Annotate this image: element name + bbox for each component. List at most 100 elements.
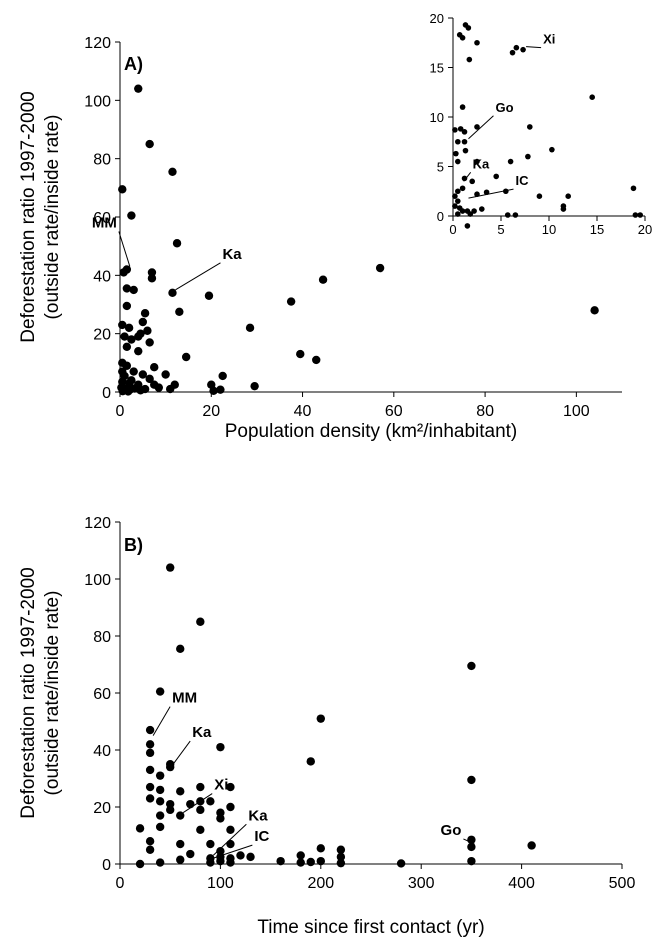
data-point bbox=[296, 851, 305, 860]
data-point bbox=[306, 857, 315, 867]
data-point bbox=[196, 782, 205, 792]
annotation-arrow bbox=[526, 46, 542, 49]
data-point bbox=[147, 274, 157, 283]
data-point bbox=[245, 323, 255, 333]
data-point bbox=[145, 139, 154, 149]
data-point bbox=[134, 346, 143, 356]
data-point bbox=[135, 859, 145, 869]
panel-b: 0 100 200 300 400 500 0 20 40 60 80 100 120 MM Ka Xi Ka I… bbox=[18, 515, 635, 938]
data-point bbox=[461, 138, 468, 145]
x-axis-label: Population density (km²/inhabitant) bbox=[225, 421, 518, 442]
x-tick-label: 300 bbox=[408, 875, 435, 892]
y-tick-label: 40 bbox=[93, 268, 111, 285]
annotation-arrow bbox=[468, 188, 514, 199]
data-point bbox=[145, 748, 155, 758]
data-point bbox=[590, 306, 599, 315]
data-point bbox=[630, 185, 637, 192]
data-point bbox=[632, 212, 639, 218]
y-tick-label: 60 bbox=[93, 210, 111, 227]
data-point bbox=[118, 185, 127, 194]
data-point bbox=[145, 740, 155, 749]
data-point bbox=[469, 178, 476, 185]
data-point bbox=[176, 811, 185, 820]
data-point bbox=[216, 385, 225, 394]
data-point bbox=[466, 56, 473, 63]
data-point bbox=[145, 794, 155, 803]
data-point bbox=[168, 288, 177, 298]
data-point bbox=[336, 852, 346, 862]
data-point bbox=[206, 797, 215, 806]
y-tick-label: 100 bbox=[84, 572, 111, 589]
data-point bbox=[316, 844, 325, 853]
data-point bbox=[120, 332, 129, 341]
y-tick-label: 5 bbox=[437, 160, 444, 175]
x-tick-label: 0 bbox=[449, 222, 456, 237]
data-point bbox=[226, 858, 235, 867]
data-point bbox=[155, 797, 165, 806]
data-point bbox=[127, 335, 136, 344]
y-tick-label: 15 bbox=[430, 61, 444, 76]
data-point bbox=[396, 859, 406, 868]
annotation-label: Ka bbox=[473, 156, 490, 171]
data-point bbox=[507, 158, 514, 165]
data-point bbox=[474, 158, 480, 165]
x-tick-label: 5 bbox=[497, 222, 504, 237]
data-point bbox=[124, 387, 133, 396]
data-point bbox=[306, 757, 315, 766]
data-point bbox=[474, 39, 480, 46]
data-point bbox=[520, 46, 526, 53]
data-point bbox=[140, 309, 150, 318]
data-point bbox=[312, 355, 321, 365]
x-tick-label: 400 bbox=[508, 875, 535, 892]
data-point bbox=[119, 268, 128, 277]
data-point bbox=[464, 223, 471, 229]
y-tick-label: 20 bbox=[93, 327, 111, 344]
data-point bbox=[560, 203, 567, 209]
data-point bbox=[186, 799, 195, 809]
annotation-label: Go bbox=[495, 100, 513, 115]
data-point bbox=[176, 855, 185, 864]
data-point bbox=[493, 173, 500, 180]
annotation-arrow bbox=[152, 706, 171, 736]
data-point bbox=[154, 383, 163, 392]
data-point bbox=[124, 323, 134, 333]
data-point bbox=[513, 44, 520, 51]
annotation-label: Xi bbox=[214, 777, 228, 794]
data-point bbox=[467, 842, 476, 852]
data-point bbox=[296, 349, 305, 359]
data-point bbox=[226, 802, 235, 812]
x-tick-label: 15 bbox=[590, 222, 604, 237]
data-point bbox=[512, 212, 519, 218]
panel-a: 0 20 40 60 80 100020406080100120MMKaA)Populat… bbox=[18, 35, 622, 442]
data-point bbox=[375, 263, 385, 273]
data-point bbox=[216, 856, 225, 866]
data-point bbox=[465, 25, 472, 31]
data-point bbox=[138, 370, 148, 379]
x-tick-label: 200 bbox=[307, 875, 334, 892]
data-point bbox=[155, 687, 165, 696]
data-point bbox=[218, 371, 227, 381]
y-tick-label: 120 bbox=[84, 35, 111, 52]
y-axis-label-line1: Deforestation ratio 1997-2000 bbox=[18, 567, 39, 818]
y-axis-label-line2: (outside rate/inside rate) bbox=[42, 591, 63, 796]
data-point bbox=[474, 191, 480, 198]
data-point bbox=[549, 146, 555, 153]
data-point bbox=[118, 320, 127, 330]
y-tick-label: 0 bbox=[102, 857, 111, 874]
x-tick-label: 80 bbox=[476, 403, 494, 420]
data-point bbox=[459, 104, 466, 110]
data-point bbox=[127, 211, 136, 220]
data-point bbox=[452, 127, 458, 133]
data-point bbox=[172, 239, 182, 248]
annotation-label: IC bbox=[515, 173, 529, 188]
data-point bbox=[122, 361, 132, 370]
data-point bbox=[226, 839, 235, 849]
x-tick-label: 100 bbox=[563, 403, 590, 420]
data-point bbox=[134, 332, 143, 341]
annotation-arrow bbox=[213, 823, 247, 856]
data-point bbox=[168, 167, 177, 176]
annotation-arrow bbox=[172, 740, 191, 765]
y-axis-label-line2: (outside rate/inside rate) bbox=[42, 115, 63, 320]
data-point bbox=[147, 268, 157, 277]
data-point bbox=[196, 617, 205, 626]
